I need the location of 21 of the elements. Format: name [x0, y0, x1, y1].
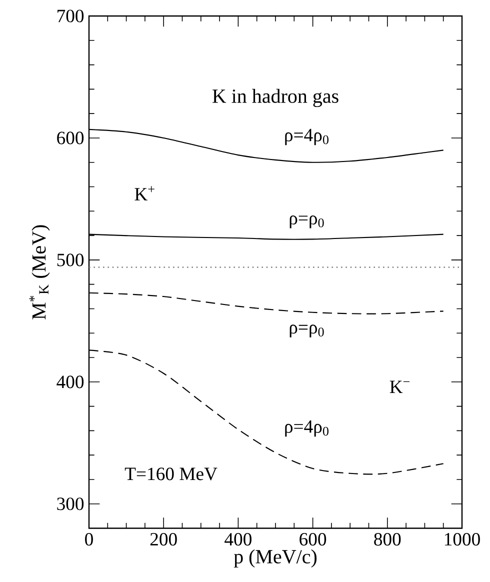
x-tick-label: 0 — [85, 532, 93, 546]
x-tick-label: 200 — [150, 532, 177, 546]
series-label: ρ=4ρ$_{0}$ — [285, 420, 328, 437]
series-label: ρ=ρ$_{0}$ — [290, 216, 324, 228]
x-axis-title: p (MeV/c) — [234, 549, 317, 568]
x-tick-label: 800 — [374, 532, 401, 546]
y-tick-label: 400 — [56, 376, 84, 388]
annotation: K$^{−}$ — [390, 380, 410, 393]
text: K in hadron gas — [212, 88, 338, 108]
series-label: ρ=4ρ$_{0}$ — [285, 128, 328, 146]
series-label: ρ=ρ$_{0}$ — [290, 324, 324, 338]
y-tick-label: 300 — [57, 498, 84, 510]
x-tick-label: 1000 — [444, 532, 480, 546]
annotation: K$^{+}$ — [134, 186, 154, 200]
y-tick-label: 600 — [57, 132, 84, 144]
y-tick-label: 500 — [57, 254, 84, 266]
annotation: T=160 MeV — [124, 468, 218, 480]
y-axis-title: M$^{*}$$_{K}$ (MeV) — [29, 225, 50, 320]
x-tick-label: 600 — [300, 532, 326, 546]
y-tick-label: 700 — [58, 10, 84, 22]
x-tick-label: 400 — [224, 532, 252, 546]
